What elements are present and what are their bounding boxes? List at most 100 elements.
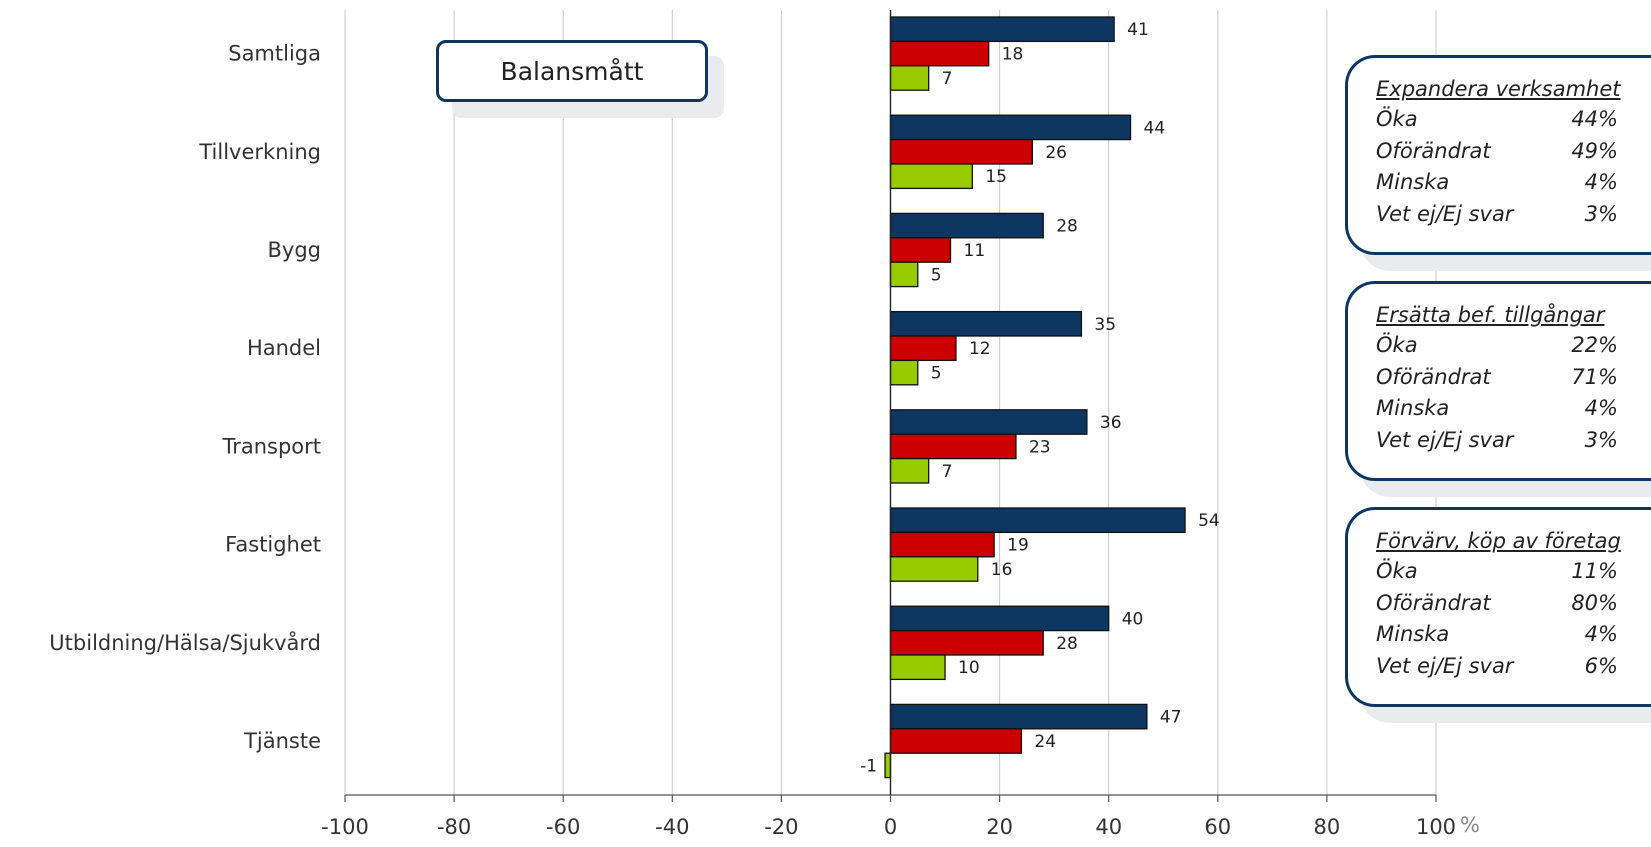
- panel-row: Oförändrat 80%: [1376, 588, 1651, 620]
- row-value: 4%: [1584, 170, 1618, 194]
- row-value: 3%: [1584, 427, 1618, 452]
- row-value: 6%: [1584, 653, 1618, 678]
- panel-row: Vet ej/Ej svar 6%: [1376, 651, 1651, 683]
- data-label: 11: [964, 241, 986, 261]
- data-label: 36: [1100, 413, 1122, 433]
- data-label: 16: [991, 560, 1013, 580]
- data-label: 40: [1122, 609, 1144, 629]
- panel-title: Förvärv, köp av företag: [1376, 529, 1621, 553]
- row-label: Oförändrat: [1376, 138, 1491, 163]
- panel-row: Öka 44%: [1376, 104, 1651, 136]
- category-label: Tillverkning: [198, 140, 321, 164]
- bar: [884, 752, 892, 779]
- data-label: 15: [985, 167, 1007, 187]
- data-label: 35: [1094, 315, 1116, 335]
- x-tick-label: 0: [884, 815, 897, 839]
- x-tick-label: 60: [1204, 815, 1231, 839]
- bar: [889, 409, 1088, 435]
- row-label: Öka: [1376, 333, 1418, 357]
- bar: [889, 212, 1044, 239]
- x-unit-label: %: [1460, 813, 1480, 837]
- data-label: 19: [1007, 536, 1029, 556]
- row-value: 80%: [1571, 590, 1618, 615]
- row-label: Oförändrat: [1376, 590, 1491, 615]
- bar: [889, 605, 1110, 632]
- data-label: 47: [1160, 708, 1182, 728]
- panel-title: Expandera verksamhet: [1376, 77, 1621, 101]
- row-label: Oförändrat: [1376, 364, 1491, 389]
- row-value: 3%: [1584, 201, 1618, 226]
- row-value: 22%: [1571, 333, 1618, 357]
- bar: [889, 237, 952, 263]
- x-tick-label: 80: [1314, 815, 1341, 839]
- panel-row: Minska 4%: [1376, 167, 1651, 199]
- x-tick-label: -80: [437, 815, 471, 839]
- data-label: -1: [860, 756, 877, 776]
- panel-expandera: Expandera verksamhet Öka 44% Oförändrat 49…: [1345, 55, 1651, 255]
- data-label: 24: [1034, 732, 1056, 752]
- bar: [889, 629, 1044, 656]
- data-label: 54: [1198, 511, 1220, 531]
- x-tick-label: -60: [546, 815, 580, 839]
- bar: [889, 433, 1017, 460]
- bar: [889, 654, 946, 681]
- data-label: 28: [1056, 217, 1078, 237]
- x-tick-label: 20: [986, 815, 1013, 839]
- panel-row: Vet ej/Ej svar 3%: [1376, 425, 1651, 457]
- bar: [889, 507, 1186, 534]
- panel-row: Vet ej/Ej svar 3%: [1376, 199, 1651, 231]
- bar: [889, 16, 1115, 43]
- badge-label: Balansmått: [500, 56, 644, 86]
- panel-ersatta: Ersätta bef. tillgångar Öka 22% Oförändra…: [1345, 281, 1651, 481]
- bar: [889, 335, 957, 362]
- bar: [889, 359, 919, 386]
- row-label: Vet ej/Ej svar: [1376, 653, 1514, 678]
- data-label: 7: [942, 69, 953, 89]
- balansmatt-badge: Balansmått: [436, 40, 708, 102]
- panel-title: Ersätta bef. tillgångar: [1376, 303, 1605, 327]
- bar: [889, 65, 930, 91]
- data-label: 5: [931, 364, 942, 384]
- row-value: 71%: [1571, 364, 1618, 389]
- row-label: Öka: [1376, 107, 1418, 131]
- row-label: Öka: [1376, 559, 1418, 583]
- panel-row: Öka 11%: [1376, 556, 1651, 588]
- row-value: 44%: [1571, 107, 1618, 131]
- bar: [889, 457, 930, 484]
- data-label: 5: [931, 265, 942, 285]
- category-label: Samtliga: [228, 42, 321, 66]
- data-label: 12: [969, 339, 991, 359]
- category-label: Tjänste: [243, 729, 321, 753]
- category-label: Handel: [247, 336, 321, 360]
- row-label: Vet ej/Ej svar: [1376, 201, 1514, 226]
- row-value: 4%: [1584, 622, 1618, 646]
- x-tick-label: -40: [655, 815, 689, 839]
- data-label: 18: [1002, 45, 1024, 65]
- row-label: Minska: [1376, 396, 1450, 420]
- data-label: 26: [1045, 143, 1067, 163]
- data-label: 28: [1056, 634, 1078, 654]
- bar: [889, 114, 1132, 141]
- category-label: Bygg: [268, 238, 322, 262]
- bar: [889, 703, 1148, 730]
- panel-forvarv: Förvärv, köp av företag Öka 11% Oförändra…: [1345, 507, 1651, 707]
- x-tick-label: 100: [1416, 815, 1456, 839]
- row-label: Minska: [1376, 622, 1450, 646]
- data-label: 10: [958, 658, 980, 678]
- bar: [889, 310, 1083, 337]
- category-label: Fastighet: [225, 533, 321, 557]
- panel-row: Öka 22%: [1376, 330, 1651, 362]
- x-tick-label: 40: [1095, 815, 1122, 839]
- bar: [889, 261, 919, 288]
- row-value: 4%: [1584, 396, 1618, 420]
- bar: [889, 138, 1033, 165]
- row-label: Vet ej/Ej svar: [1376, 427, 1514, 452]
- category-label: Transport: [221, 434, 321, 458]
- panel-row: Oförändrat 71%: [1376, 362, 1651, 394]
- bar: [889, 531, 995, 558]
- row-label: Minska: [1376, 170, 1450, 194]
- data-label: 23: [1029, 437, 1051, 457]
- category-label: Utbildning/Hälsa/Sjukvård: [49, 630, 321, 655]
- x-tick-label: -20: [764, 815, 798, 839]
